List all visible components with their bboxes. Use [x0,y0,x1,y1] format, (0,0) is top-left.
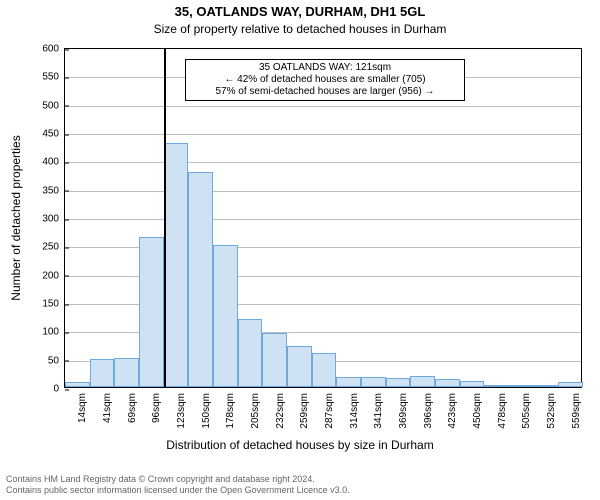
x-tick-label: 559sqm [571,393,582,429]
footer-attribution: Contains HM Land Registry data © Crown c… [0,474,356,496]
page-title: 35, OATLANDS WAY, DURHAM, DH1 5GL [0,4,600,19]
page-subtitle: Size of property relative to detached ho… [0,22,600,36]
x-tick-label: 478sqm [497,393,508,429]
bar [534,385,559,387]
y-tick-label: 50 [48,355,65,366]
annotation-line-1: 35 OATLANDS WAY: 121sqm [192,62,458,74]
bar [312,353,337,387]
bar [386,378,411,387]
x-tick-label: 123sqm [176,393,187,429]
x-tick-label: 423sqm [447,393,458,429]
x-tick-label: 505sqm [521,393,532,429]
y-tick-label: 250 [42,242,65,253]
annotation-line-2: ← 42% of detached houses are smaller (70… [192,74,458,86]
y-tick-label: 150 [42,299,65,310]
y-tick-label: 400 [42,157,65,168]
bar [164,143,189,387]
x-tick-label: 232sqm [275,393,286,429]
x-tick-label: 450sqm [472,393,483,429]
annotation-box: 35 OATLANDS WAY: 121sqm ← 42% of detache… [185,59,465,101]
bar [188,172,213,387]
chart-container: 35, OATLANDS WAY, DURHAM, DH1 5GL Size o… [0,0,600,500]
y-tick-label: 450 [42,129,65,140]
x-tick-label: 259sqm [299,393,310,429]
bar [435,379,460,387]
bar [460,381,485,387]
y-axis-label: Number of detached properties [9,135,23,300]
x-tick-label: 96sqm [151,393,162,423]
x-tick-label: 205sqm [250,393,261,429]
bar [410,376,435,387]
bar [65,382,90,387]
y-tick-label: 350 [42,185,65,196]
x-tick-label: 314sqm [349,393,360,429]
y-tick-label: 100 [42,327,65,338]
bar [361,377,386,387]
highlight-marker-line [164,49,166,387]
x-tick-label: 396sqm [423,393,434,429]
y-tick-label: 500 [42,100,65,111]
bar [90,359,115,387]
x-tick-label: 150sqm [201,393,212,429]
bar [558,382,583,387]
bar [287,346,312,387]
bar [336,377,361,387]
bar [213,245,238,387]
y-tick-label: 200 [42,270,65,281]
x-tick-label: 532sqm [546,393,557,429]
x-tick-label: 14sqm [77,393,88,423]
footer-line-1: Contains HM Land Registry data © Crown c… [6,474,350,485]
footer-line-2: Contains public sector information licen… [6,485,350,496]
y-tick-label: 0 [53,384,65,395]
y-tick-label: 550 [42,72,65,83]
y-tick-label: 300 [42,214,65,225]
y-tick-label: 600 [42,44,65,55]
bar [139,237,164,387]
plot-area: 35 OATLANDS WAY: 121sqm ← 42% of detache… [64,48,582,388]
x-tick-label: 178sqm [225,393,236,429]
bar [114,358,139,387]
x-tick-label: 69sqm [127,393,138,423]
bar [484,385,509,387]
x-tick-label: 41sqm [102,393,113,423]
bar [238,319,263,387]
x-tick-label: 341sqm [373,393,384,429]
x-tick-label: 287sqm [324,393,335,429]
x-axis-label: Distribution of detached houses by size … [0,438,600,452]
x-tick-label: 369sqm [398,393,409,429]
bar [262,333,287,387]
bar [509,385,534,387]
annotation-line-3: 57% of semi-detached houses are larger (… [192,86,458,98]
